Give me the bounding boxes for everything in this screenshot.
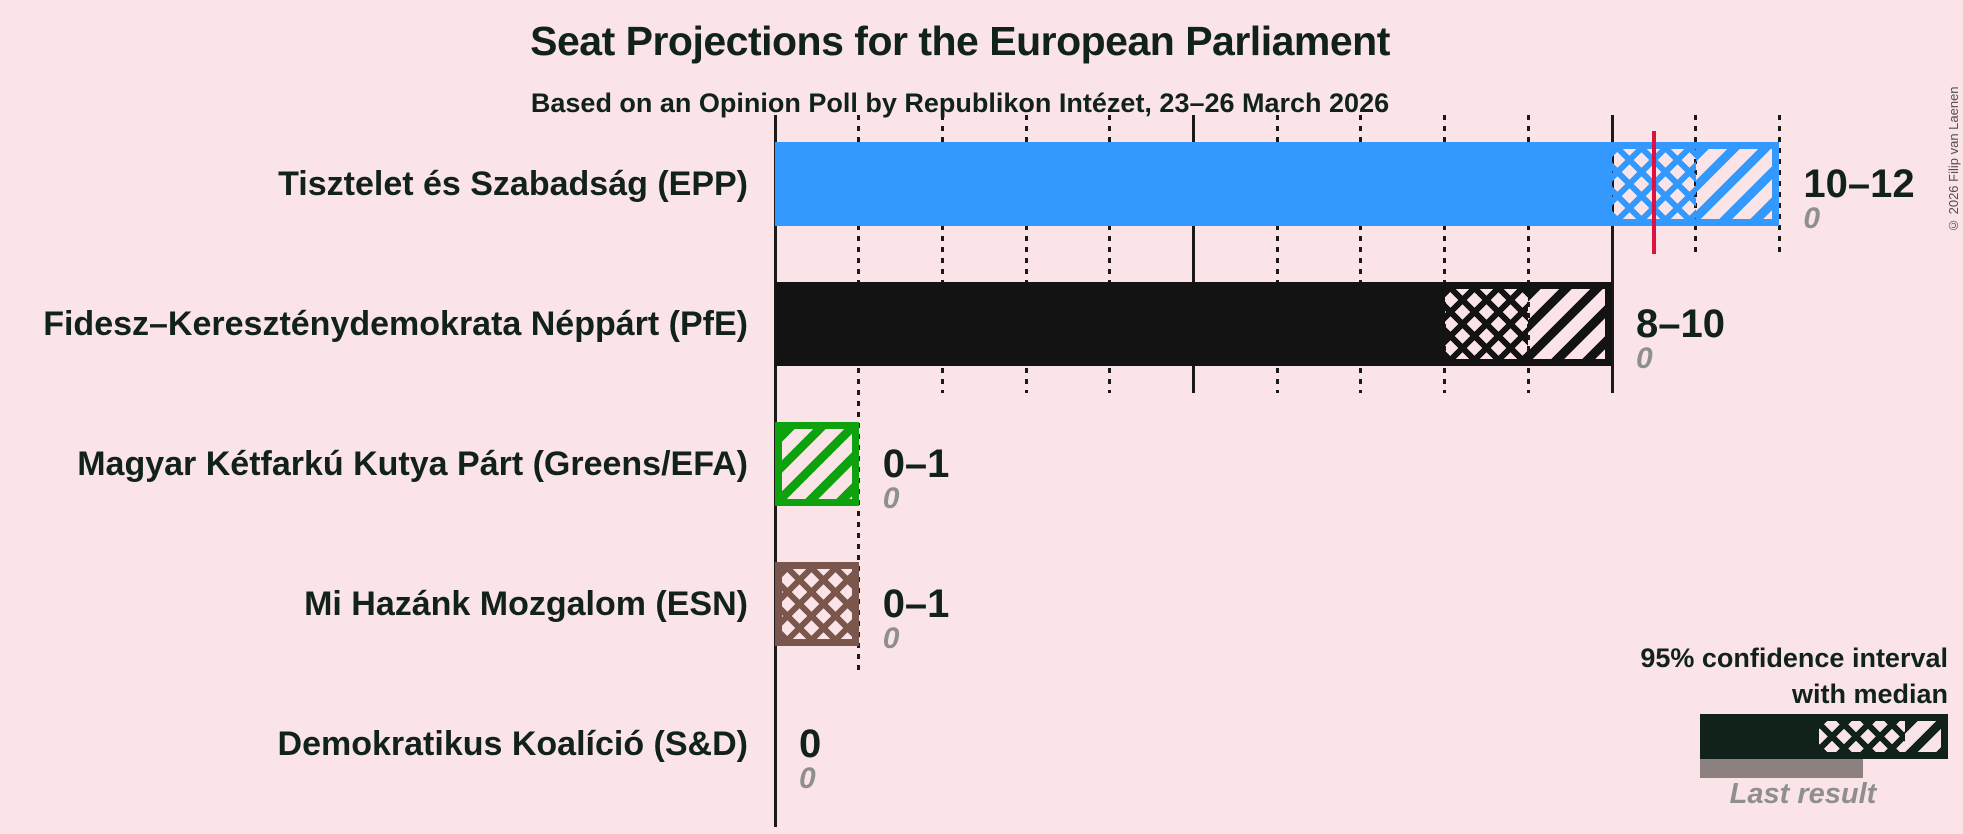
legend-segment-diagonal	[1905, 721, 1941, 752]
gridline-seat-4	[1108, 115, 1112, 393]
median-line	[1651, 131, 1656, 254]
party-label: Mi Hazánk Mozgalom (ESN)	[304, 585, 748, 623]
gridline-seat-7	[1359, 115, 1363, 393]
legend-caption: 95% confidence interval with median	[1248, 640, 1948, 712]
legend-last-result-bar	[1700, 759, 1863, 778]
gridline-seat-6	[1275, 115, 1279, 393]
copyright-note: © 2026 Filip van Laenen	[1946, 86, 1961, 233]
projection-bar	[775, 562, 859, 646]
last-result-value: 0	[1636, 342, 1653, 375]
projection-bar	[775, 142, 1780, 226]
bar-segment-solid	[782, 149, 1612, 219]
bar-segment-diagonal	[782, 429, 852, 499]
chart-subtitle: Based on an Opinion Poll by Republikon I…	[530, 88, 1390, 118]
last-result-value: 0	[882, 622, 900, 655]
party-label: Tisztelet és Szabadság (EPP)	[278, 165, 748, 203]
chart-title: Seat Projections for the European Parlia…	[530, 18, 1390, 64]
projection-bar	[775, 422, 859, 506]
party-label: Demokratikus Koalíció (S&D)	[277, 725, 748, 763]
bar-segment-cross	[782, 569, 852, 639]
gridline-seat-3	[1024, 115, 1028, 393]
ci-value: 0–1	[882, 442, 950, 486]
bar-segment-cross	[1444, 289, 1529, 359]
legend-segment-cross	[1819, 721, 1905, 752]
legend-caption-line2: with median	[1791, 679, 1948, 709]
gridline-seat-5	[1192, 115, 1195, 393]
legend-last-result-label: Last result	[1729, 778, 1877, 810]
last-result-value: 0	[1803, 202, 1821, 235]
gridline-seat-8	[1443, 115, 1447, 393]
legend-sample-bar	[1700, 714, 1948, 759]
bar-segment-diagonal	[1528, 289, 1605, 359]
gridline-seat-1	[857, 115, 861, 673]
ci-value: 8–10	[1636, 302, 1725, 346]
party-label: Fidesz–Kereszténydemokrata Néppárt (PfE)	[43, 305, 748, 343]
ci-value: 0–1	[882, 582, 950, 626]
last-result-value: 0	[799, 762, 816, 795]
bar-segment-solid	[782, 289, 1445, 359]
bar-segment-diagonal	[1695, 149, 1773, 219]
legend-caption-line1: 95% confidence interval	[1640, 643, 1948, 673]
party-label: Magyar Kétfarkú Kutya Párt (Greens/EFA)	[77, 445, 748, 483]
gridline-seat-2	[940, 115, 944, 393]
gridline-seat-10	[1610, 115, 1614, 393]
legend-segment-solid	[1707, 721, 1819, 752]
projection-bar	[775, 282, 1612, 366]
last-result-value: 0	[882, 482, 900, 515]
ci-value: 0	[799, 722, 822, 766]
gridline-seat-12	[1777, 115, 1781, 253]
ci-value: 10–12	[1803, 162, 1915, 206]
gridline-seat-9	[1526, 115, 1530, 393]
